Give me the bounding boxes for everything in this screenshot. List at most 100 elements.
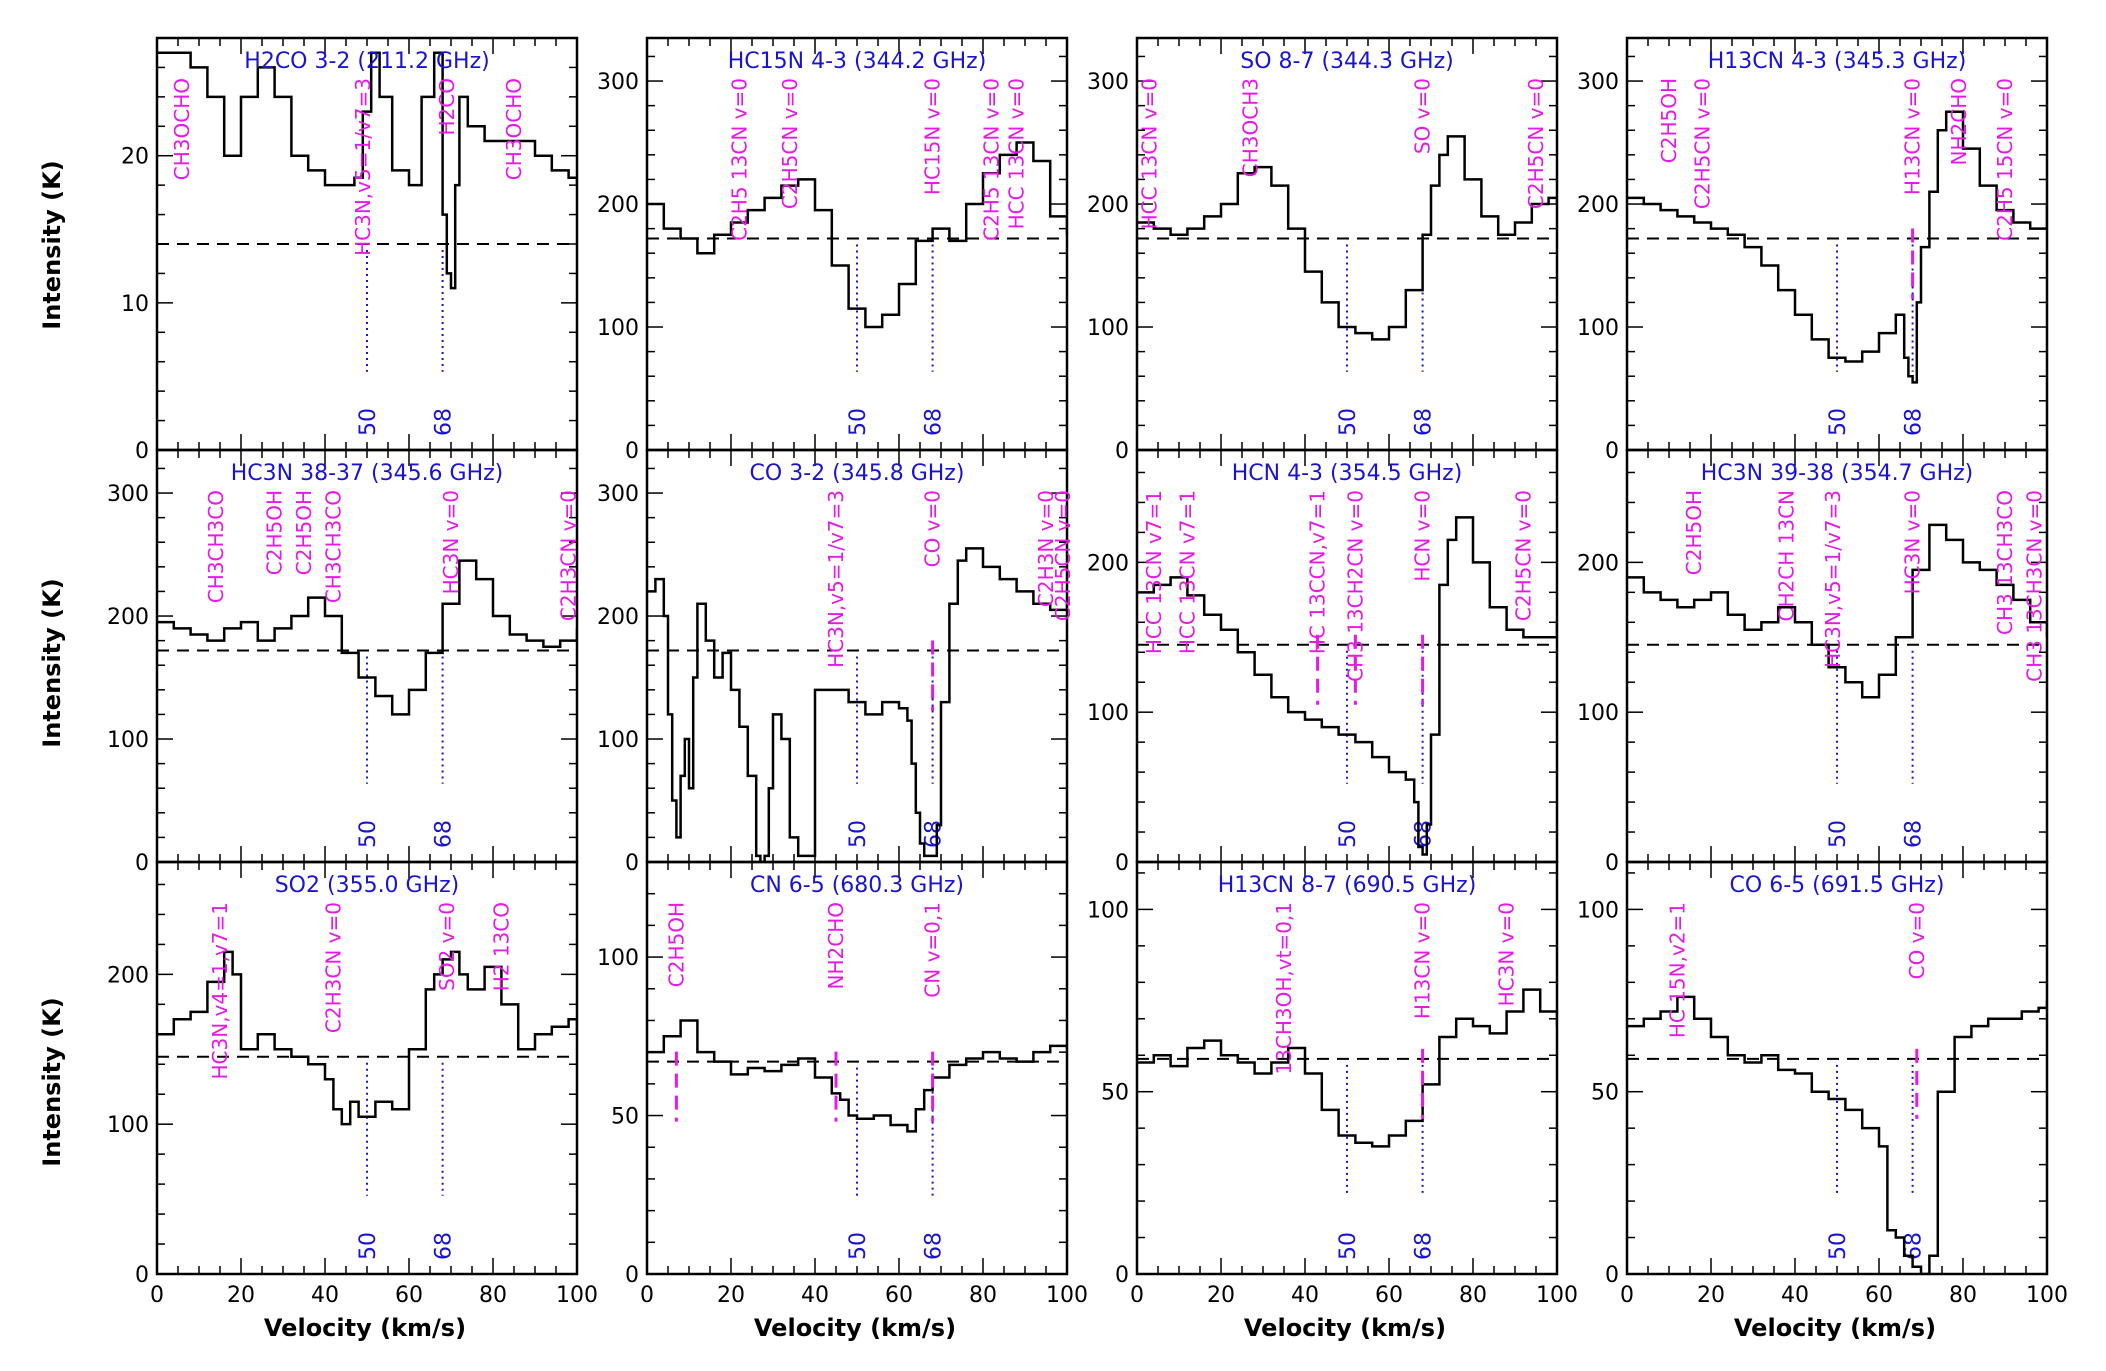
spectrum-trace [1627, 523, 2047, 699]
y-tick-label: 100 [107, 1113, 149, 1138]
line-id-label: CH3 13CH3CO [1993, 490, 2017, 635]
velocity-marker-label: 50 [846, 408, 871, 436]
line-id-label: CH3OCHO [502, 78, 526, 180]
line-id-label: CO v=0 [921, 490, 945, 567]
panel-frame [1135, 36, 1559, 452]
velocity-marker-label: 50 [1336, 1232, 1361, 1260]
y-tick-label: 300 [1087, 70, 1129, 95]
spectrum-panel: 0 20 40 60 80 100 0 50 100 50 68 C2H5OH NH2CHO CN v=0… [597, 860, 1088, 1308]
y-tick-label: 300 [597, 482, 639, 507]
y-tick-label: 0 [1115, 851, 1129, 876]
x-axis-labels: Velocity (km/s) Velocity (km/s) Velocity… [264, 1314, 1936, 1342]
line-id-label: C2H5 13CN v=0 [727, 78, 751, 241]
spectrum-trace [647, 1019, 1067, 1133]
line-id-label: HC3N v=0 [1901, 490, 1925, 594]
velocity-marker-label: 68 [432, 820, 457, 848]
line-id-label: HCC 13CN v=0 [1005, 78, 1029, 229]
line-id-label: C2H5CN v=0 [778, 78, 802, 209]
y-tick-label: 200 [1087, 193, 1129, 218]
y-tick-label: 0 [1605, 439, 1619, 464]
y-tick-label: 0 [1605, 1263, 1619, 1288]
line-id-label: SO v=0 [1411, 78, 1435, 154]
line-id-label: CH3OCHO [170, 78, 194, 180]
line-id-label: HC15N v=0 [921, 78, 945, 195]
y-axis-label: Intensity (K) [38, 160, 66, 329]
spectrum-trace [157, 51, 577, 290]
spectrum-panel: 0 10 20 50 68 CH3OCHO HC3N,v5=1/v7=3 H2CO CH3OCH… [121, 36, 579, 464]
velocity-marker-label: 68 [922, 820, 947, 848]
panel-title: H2CO 3-2 (211.2 GHz) [244, 49, 489, 74]
x-tick-label: 40 [1291, 1283, 1319, 1308]
velocity-marker-label: 50 [356, 820, 381, 848]
line-id-label: HC3N,v4=1,v7=1 [208, 902, 232, 1080]
spectrum-trace [1627, 110, 2047, 384]
x-tick-label: 40 [311, 1283, 339, 1308]
x-axis-label: Velocity (km/s) [1734, 1314, 1936, 1342]
x-tick-label: 100 [1046, 1283, 1088, 1308]
line-id-label: HCC 13CN v=0 [1138, 78, 1162, 229]
x-tick-label: 80 [1949, 1283, 1977, 1308]
y-tick-label: 0 [625, 851, 639, 876]
line-id-label: CH3CH3CO [204, 490, 228, 603]
y-tick-label: 200 [597, 193, 639, 218]
line-id-label: HC 13CCN,v7=1 [1306, 490, 1330, 654]
line-id-label: HCC 13CN v7=1 [1175, 490, 1199, 654]
spectrum-trace [1627, 995, 2047, 1274]
spectrum-trace [157, 950, 577, 1126]
line-id-label: HCC 13CN v7=1 [1142, 490, 1166, 654]
y-tick-label: 0 [135, 851, 149, 876]
line-id-label: C2H3CN v=0 [557, 490, 581, 621]
velocity-marker-label: 68 [922, 1232, 947, 1260]
velocity-marker-label: 50 [1826, 820, 1851, 848]
y-tick-label: 10 [121, 292, 149, 317]
y-tick-label: 0 [1115, 1263, 1129, 1288]
y-tick-label: 200 [1577, 551, 1619, 576]
line-id-label: CH3 13CH3CN v=0 [2022, 490, 2046, 682]
line-id-label: HC 15N,v2=1 [1665, 902, 1689, 1038]
y-tick-label: 0 [1115, 439, 1129, 464]
spectrum-panel: 0 100 200 300 50 68 C2H5OH C2H5CN v=0 H13CN v=0 N… [1577, 36, 2049, 464]
x-tick-label: 20 [717, 1283, 745, 1308]
velocity-marker-label: 68 [432, 1232, 457, 1260]
x-axis-label: Velocity (km/s) [1244, 1314, 1446, 1342]
spectrum-trace [647, 547, 1067, 862]
spectrum-panel: 0 100 200 50 68 C2H5OH CH2CH 13CN HC3N,v5=1/v7=… [1577, 448, 2049, 876]
y-tick-label: 50 [1101, 1081, 1129, 1106]
y-tick-label: 0 [625, 439, 639, 464]
y-tick-label: 100 [1577, 316, 1619, 341]
panel-frame [645, 448, 1069, 864]
line-id-label: HCN v=0 [1411, 490, 1435, 582]
line-id-label: HC3N v=0 [1495, 902, 1519, 1006]
x-tick-label: 0 [1620, 1283, 1634, 1308]
y-tick-label: 100 [597, 316, 639, 341]
panel-grid: 0 10 20 50 68 CH3OCHO HC3N,v5=1/v7=3 H2CO CH3OCH… [107, 36, 2068, 1308]
y-tick-label: 200 [597, 605, 639, 630]
line-id-label: C2H5CN v=0 [1511, 490, 1535, 621]
line-id-label: CO v=0 [1905, 902, 1929, 979]
velocity-marker-label: 68 [922, 408, 947, 436]
velocity-marker-label: 50 [356, 1232, 381, 1260]
y-axis-label: Intensity (K) [38, 578, 66, 747]
velocity-marker-label: 68 [432, 408, 457, 436]
panel-title: HCN 4-3 (354.5 GHz) [1232, 461, 1463, 486]
panel-title: CN 6-5 (680.3 GHz) [750, 873, 964, 898]
y-tick-label: 100 [1577, 898, 1619, 923]
x-tick-label: 60 [1375, 1283, 1403, 1308]
line-id-label: C2H5CN v=0 [1051, 490, 1075, 621]
velocity-marker-label: 50 [1826, 408, 1851, 436]
x-tick-label: 40 [1781, 1283, 1809, 1308]
y-tick-label: 200 [107, 605, 149, 630]
panel-title: HC15N 4-3 (344.2 GHz) [728, 49, 987, 74]
line-id-label: C2H3CN v=0 [321, 902, 345, 1033]
y-tick-label: 20 [121, 145, 149, 170]
x-tick-label: 60 [1865, 1283, 1893, 1308]
spectrum-trace [157, 559, 577, 716]
y-tick-label: 50 [611, 1105, 639, 1130]
velocity-marker-label: 68 [1412, 1232, 1437, 1260]
line-id-label: NH2CHO [824, 902, 848, 989]
velocity-marker-label: 50 [1336, 820, 1361, 848]
x-tick-label: 0 [150, 1283, 164, 1308]
